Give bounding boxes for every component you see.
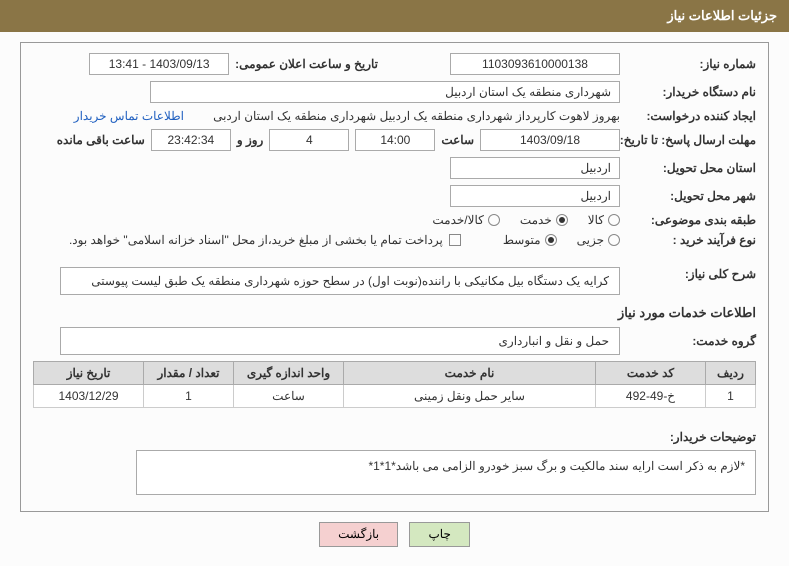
announce-date-value: 1403/09/13 - 13:41: [89, 53, 229, 75]
col-need-date: تاریخ نیاز: [34, 362, 144, 385]
table-row: 1 خ-49-492 سایر حمل ونقل زمینی ساعت 1 14…: [34, 385, 756, 408]
buyer-notes-label: توضیحات خریدار:: [656, 416, 756, 444]
radio-icon: [608, 234, 620, 246]
buyer-org-value: شهرداری منطقه یک استان اردبیل: [150, 81, 620, 103]
announce-date-label: تاریخ و ساعت اعلان عمومی:: [235, 57, 378, 71]
page-title: جزئیات اطلاعات نیاز: [667, 8, 777, 23]
contact-link[interactable]: اطلاعات تماس خریدار: [74, 109, 184, 123]
summary-label: شرح کلی نیاز:: [626, 267, 756, 281]
deadline-label: مهلت ارسال پاسخ: تا تاریخ:: [626, 133, 756, 147]
radio-goods-service[interactable]: کالا/خدمت: [432, 213, 499, 227]
delivery-province-value: اردبیل: [450, 157, 620, 179]
payment-checkbox[interactable]: [449, 234, 461, 246]
process-radio-group: جزیی متوسط: [503, 233, 620, 247]
radio-goods-label: کالا: [588, 213, 604, 227]
services-table: ردیف کد خدمت نام خدمت واحد اندازه گیری ت…: [33, 361, 756, 408]
request-creator-value: بهروز لاهوت کارپرداز شهرداری منطقه یک ار…: [190, 109, 620, 123]
cell-service-name: سایر حمل ونقل زمینی: [344, 385, 596, 408]
deadline-date: 1403/09/18: [480, 129, 620, 151]
page-header: جزئیات اطلاعات نیاز: [0, 0, 789, 32]
col-qty: تعداد / مقدار: [144, 362, 234, 385]
radio-icon: [608, 214, 620, 226]
radio-icon: [488, 214, 500, 226]
request-creator-label: ایجاد کننده درخواست:: [626, 109, 756, 123]
service-group-label: گروه خدمت:: [626, 334, 756, 348]
radio-icon: [545, 234, 557, 246]
col-row: ردیف: [706, 362, 756, 385]
radio-goods[interactable]: کالا: [588, 213, 620, 227]
radio-icon: [556, 214, 568, 226]
radio-partial[interactable]: جزیی: [577, 233, 620, 247]
cell-need-date: 1403/12/29: [34, 385, 144, 408]
need-number-label: شماره نیاز:: [626, 57, 756, 71]
buyer-org-label: نام دستگاه خریدار:: [626, 85, 756, 99]
radio-medium-label: متوسط: [503, 233, 541, 247]
back-button[interactable]: بازگشت: [319, 522, 398, 547]
delivery-province-label: استان محل تحویل:: [626, 161, 756, 175]
col-service-code: کد خدمت: [596, 362, 706, 385]
time-label: ساعت: [441, 133, 474, 147]
radio-partial-label: جزیی: [577, 233, 604, 247]
radio-service[interactable]: خدمت: [520, 213, 568, 227]
need-number-value: 1103093610000138: [450, 53, 620, 75]
summary-value: کرایه یک دستگاه بیل مکانیکی با راننده(نو…: [60, 267, 620, 295]
category-radio-group: کالا خدمت کالا/خدمت: [432, 213, 620, 227]
print-button[interactable]: چاپ: [409, 522, 469, 547]
radio-medium[interactable]: متوسط: [503, 233, 557, 247]
radio-service-label: خدمت: [520, 213, 552, 227]
category-label: طبقه بندی موضوعی:: [626, 213, 756, 227]
col-unit: واحد اندازه گیری: [234, 362, 344, 385]
radio-goods-service-label: کالا/خدمت: [432, 213, 483, 227]
payment-note: پرداخت تمام یا بخشی از مبلغ خرید،از محل …: [69, 233, 443, 247]
delivery-city-value: اردبیل: [450, 185, 620, 207]
days-value: 4: [269, 129, 349, 151]
buyer-notes-value: *1*لازم به ذکر است ارایه سند مالکیت و بر…: [136, 450, 756, 495]
days-unit: روز و: [237, 133, 264, 147]
col-service-name: نام خدمت: [344, 362, 596, 385]
delivery-city-label: شهر محل تحویل:: [626, 189, 756, 203]
cell-unit: ساعت: [234, 385, 344, 408]
cell-qty: 1: [144, 385, 234, 408]
services-info-title: اطلاعات خدمات مورد نیاز: [33, 305, 756, 321]
deadline-time: 14:00: [355, 129, 435, 151]
service-group-value: حمل و نقل و انبارداری: [60, 327, 620, 355]
countdown: 23:42:34: [151, 129, 231, 151]
table-header-row: ردیف کد خدمت نام خدمت واحد اندازه گیری ت…: [34, 362, 756, 385]
main-form: شماره نیاز: 1103093610000138 تاریخ و ساع…: [20, 42, 769, 512]
remaining-label: ساعت باقی مانده: [57, 133, 145, 147]
process-type-label: نوع فرآیند خرید :: [626, 233, 756, 247]
cell-service-code: خ-49-492: [596, 385, 706, 408]
cell-row: 1: [706, 385, 756, 408]
button-row: چاپ بازگشت: [0, 522, 789, 547]
